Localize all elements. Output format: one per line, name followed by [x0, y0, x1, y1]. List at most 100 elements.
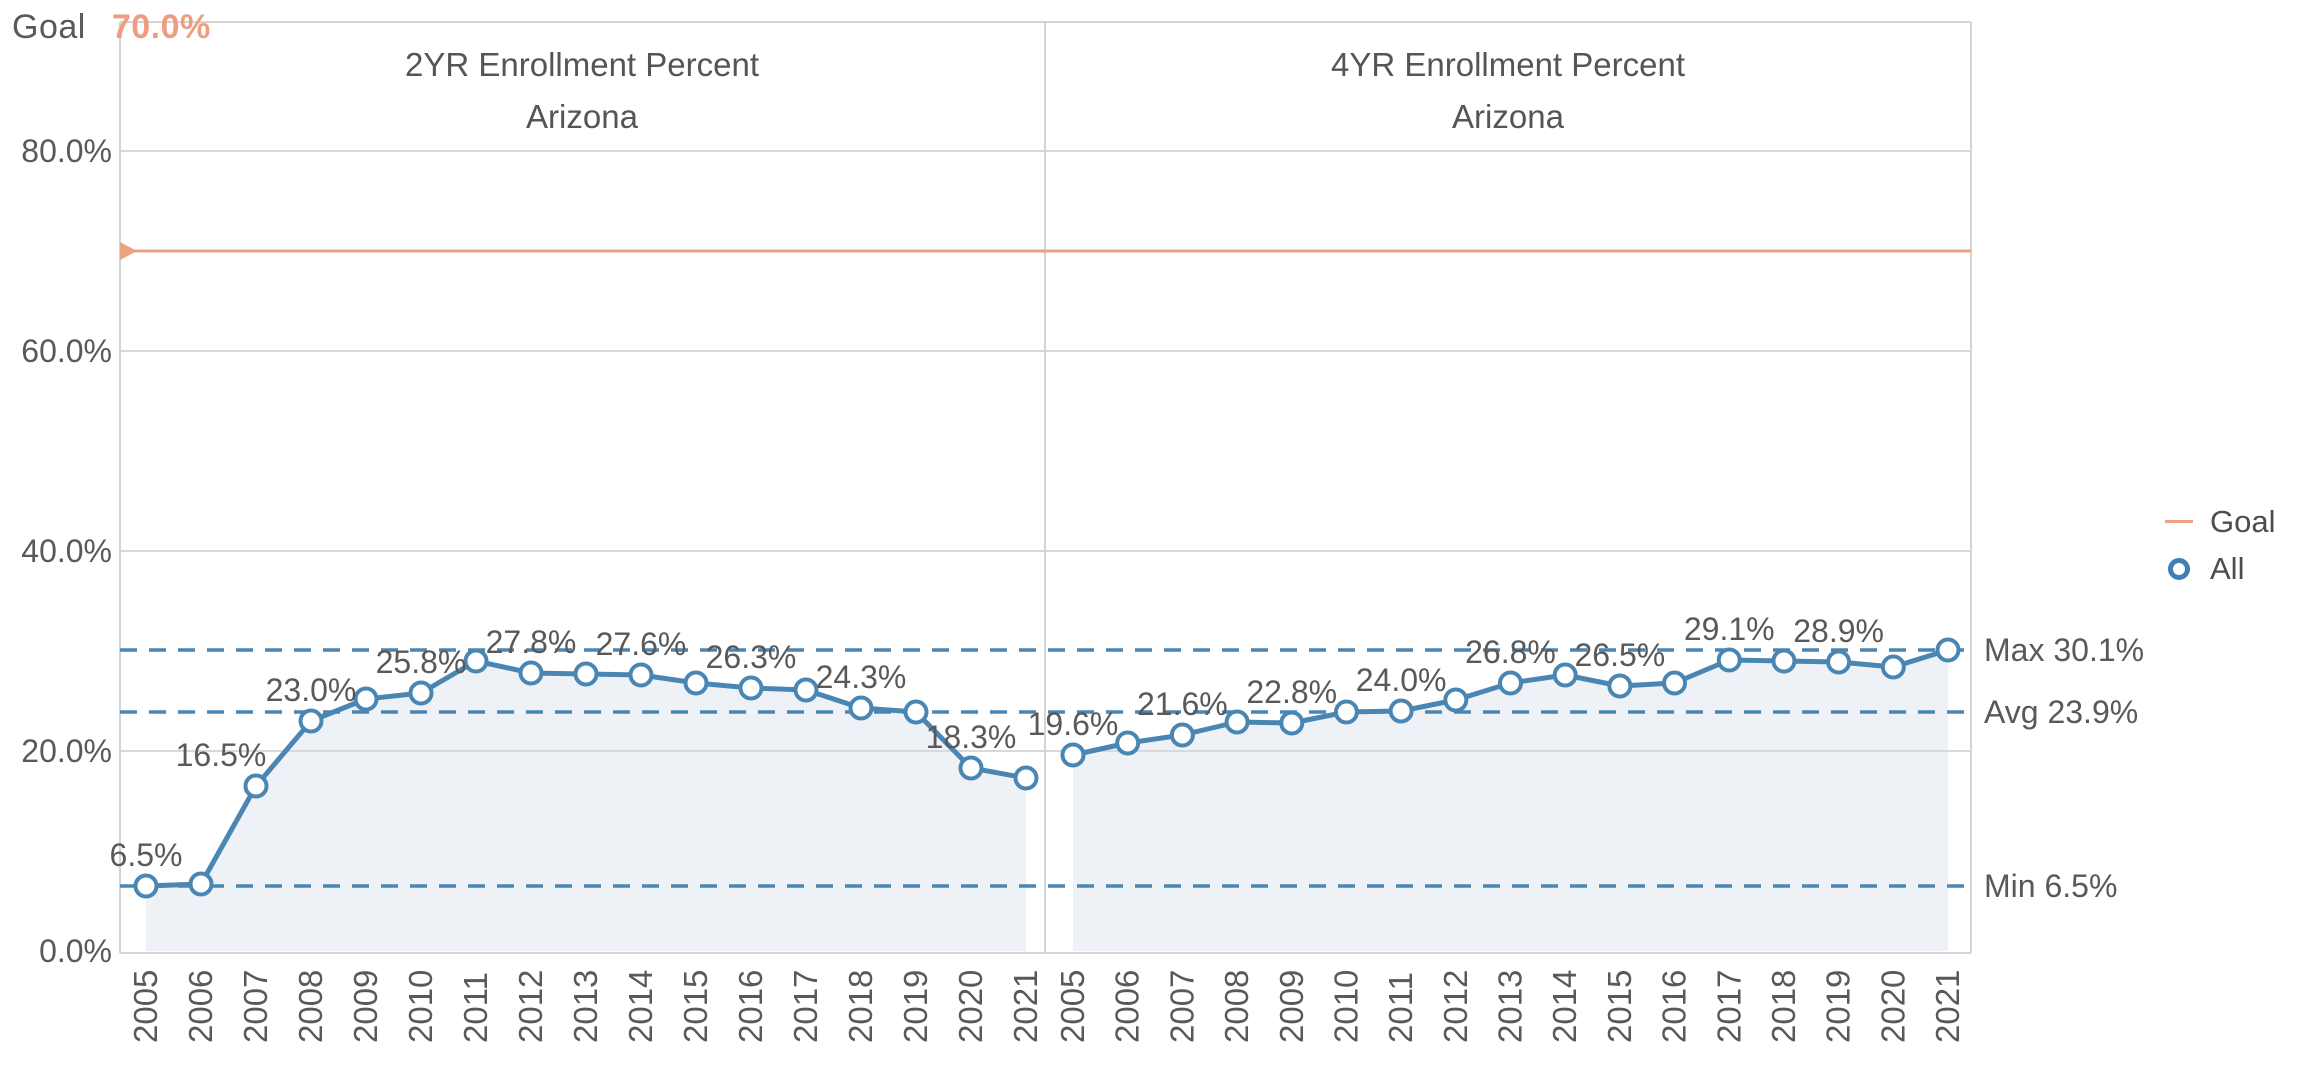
- data-point[interactable]: [1552, 662, 1578, 688]
- x-axis-year-label: 2020: [952, 970, 989, 1043]
- avg-annotation: Avg 23.9%: [1984, 694, 2138, 730]
- legend-item-all[interactable]: All: [2162, 545, 2275, 592]
- x-axis-year-label: 2017: [787, 970, 824, 1043]
- data-point[interactable]: [628, 662, 654, 688]
- data-point[interactable]: [573, 661, 599, 687]
- data-point[interactable]: [1716, 647, 1742, 673]
- x-axis-year-label: 2014: [1546, 970, 1583, 1043]
- legend-goal-label: Goal: [2210, 503, 2276, 539]
- x-axis-year-label: 2019: [897, 970, 934, 1043]
- y-axis-labels: 0.0% 20.0% 40.0% 60.0% 80.0%: [21, 133, 112, 969]
- panel-subtitle-2yr: Arizona: [526, 98, 639, 135]
- legend: Goal All: [2162, 498, 2275, 592]
- data-point[interactable]: [793, 677, 819, 703]
- x-axis-year-label: 2005: [127, 970, 164, 1043]
- min-annotation: Min 6.5%: [1984, 868, 2117, 904]
- data-point[interactable]: [683, 670, 709, 696]
- x-axis-year-label: 2015: [677, 970, 714, 1043]
- data-point[interactable]: [243, 773, 269, 799]
- data-point[interactable]: [188, 871, 214, 897]
- data-point[interactable]: [958, 755, 984, 781]
- goal-arrow-icon: [120, 242, 137, 260]
- x-axis-year-label: 2019: [1820, 970, 1857, 1043]
- data-point[interactable]: [1826, 649, 1852, 675]
- x-axis-year-label: 2008: [292, 970, 329, 1043]
- point-label: 28.9%: [1793, 613, 1884, 649]
- max-annotation: Max 30.1%: [1984, 632, 2144, 668]
- point-label: 19.6%: [1028, 706, 1119, 742]
- panel-titles: 2YR Enrollment Percent Arizona 4YR Enrol…: [405, 46, 1685, 135]
- x-axis-year-label: 2011: [457, 972, 494, 1043]
- x-axis-year-label: 2013: [1492, 970, 1529, 1043]
- area-fill: [146, 661, 1026, 951]
- legend-all-label: All: [2210, 550, 2245, 586]
- point-label: 18.3%: [926, 719, 1017, 755]
- x-axis-year-label: 2012: [1437, 970, 1474, 1043]
- legend-item-goal[interactable]: Goal: [2162, 498, 2275, 545]
- point-label: 25.8%: [376, 644, 467, 680]
- y-tick-0: 0.0%: [39, 933, 112, 969]
- x-axis-year-label: 2008: [1218, 970, 1255, 1043]
- data-point[interactable]: [463, 648, 489, 674]
- data-point[interactable]: [738, 675, 764, 701]
- data-point[interactable]: [133, 873, 159, 899]
- point-label: 24.3%: [816, 659, 907, 695]
- data-point[interactable]: [1498, 670, 1523, 696]
- data-point[interactable]: [298, 708, 324, 734]
- x-axis-labels: 2005 2006 2007 2008 2009 2010 2011 2012 2013 2014…: [127, 970, 1966, 1043]
- data-point[interactable]: [903, 699, 929, 725]
- data-point[interactable]: [1060, 742, 1086, 768]
- data-point[interactable]: [518, 660, 544, 686]
- point-label: 29.1%: [1684, 611, 1775, 647]
- x-axis-year-label: 2016: [732, 970, 769, 1043]
- reference-annotations: Max 30.1% Avg 23.9% Min 6.5%: [1984, 632, 2144, 904]
- x-axis-year-label: 2010: [1327, 970, 1364, 1043]
- data-point[interactable]: [1333, 699, 1359, 725]
- data-point[interactable]: [1771, 648, 1797, 674]
- x-axis-year-label: 2010: [402, 970, 439, 1043]
- point-label: 27.6%: [596, 626, 687, 662]
- panel-title-2yr: 2YR Enrollment Percent: [405, 46, 759, 83]
- x-axis-year-label: 2015: [1601, 970, 1638, 1043]
- data-point[interactable]: [1169, 722, 1195, 748]
- y-tick-60: 60.0%: [21, 333, 112, 369]
- data-point[interactable]: [353, 686, 379, 712]
- x-axis-year-label: 2021: [1929, 970, 1966, 1043]
- data-point[interactable]: [1388, 698, 1414, 724]
- point-label: 21.6%: [1137, 686, 1228, 722]
- data-point[interactable]: [1662, 670, 1688, 696]
- x-axis-year-label: 2009: [1273, 970, 1310, 1043]
- goal-line-icon: [2162, 520, 2196, 523]
- data-point[interactable]: [1115, 730, 1141, 756]
- goal-header-label: Goal: [12, 8, 86, 46]
- x-axis-year-label: 2013: [567, 970, 604, 1043]
- goal-header-value: 70.0%: [111, 8, 211, 46]
- circle-marker-icon: [2162, 557, 2196, 580]
- data-point[interactable]: [1607, 673, 1633, 699]
- reference-lines: [120, 242, 1976, 888]
- data-point[interactable]: [1443, 687, 1469, 713]
- x-axis-year-label: 2007: [237, 970, 274, 1043]
- data-point[interactable]: [1935, 637, 1961, 663]
- point-label: 22.8%: [1246, 674, 1337, 710]
- point-label: 24.0%: [1356, 662, 1447, 698]
- panel-borders: [119, 21, 1972, 954]
- point-label: 26.5%: [1575, 637, 1666, 673]
- y-tick-20: 20.0%: [21, 733, 112, 769]
- panel-subtitle-4yr: Arizona: [1452, 98, 1565, 135]
- data-point[interactable]: [848, 695, 874, 721]
- data-point[interactable]: [1279, 710, 1305, 736]
- point-label: 6.5%: [110, 837, 183, 873]
- x-axis-year-label: 2018: [842, 970, 879, 1043]
- data-point[interactable]: [1224, 709, 1250, 735]
- x-axis-year-label: 2021: [1007, 970, 1044, 1043]
- data-point[interactable]: [1013, 765, 1039, 791]
- data-point[interactable]: [408, 680, 434, 706]
- point-label: 16.5%: [176, 737, 267, 773]
- point-label: 26.8%: [1465, 634, 1556, 670]
- goal-header: Goal 70.0%: [12, 8, 211, 47]
- y-tick-40: 40.0%: [21, 533, 112, 569]
- data-point[interactable]: [1880, 654, 1906, 680]
